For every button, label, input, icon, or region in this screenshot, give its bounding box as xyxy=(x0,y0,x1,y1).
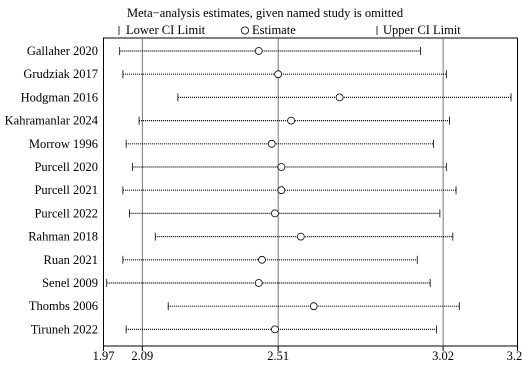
legend-estimate-label: Estimate xyxy=(252,23,296,37)
legend: Lower CI Limit Estimate Upper CI Limit xyxy=(118,23,461,37)
estimate-marker xyxy=(296,232,305,241)
study-label: Thombs 2006 xyxy=(29,299,98,313)
study-row xyxy=(132,163,447,171)
estimate-marker xyxy=(277,163,286,171)
study-row xyxy=(122,186,457,195)
study-label: Morrow 1996 xyxy=(29,137,98,151)
study-label: Hodgman 2016 xyxy=(21,90,98,104)
x-tick-label: 2.09 xyxy=(131,349,153,363)
reference-lines xyxy=(141,38,444,346)
estimate-marker xyxy=(277,186,286,195)
study-label: Ruan 2021 xyxy=(43,253,98,267)
x-tick-label: 1.97 xyxy=(93,349,115,363)
study-label: Grudziak 2017 xyxy=(23,67,98,81)
study-label: Kahramanlar 2024 xyxy=(5,114,99,128)
legend-estimate-marker xyxy=(240,26,249,35)
plot-frame xyxy=(103,37,518,347)
study-row xyxy=(119,47,421,55)
study-label: Purcell 2021 xyxy=(34,183,98,197)
x-tick-label: 2.51 xyxy=(267,349,289,363)
study-row xyxy=(122,70,447,79)
estimate-marker xyxy=(335,93,344,102)
ci-rows xyxy=(106,47,512,334)
study-row xyxy=(128,209,441,218)
study-label: Rahman 2018 xyxy=(28,230,98,244)
study-label: Senel 2009 xyxy=(42,276,98,290)
estimate-marker xyxy=(254,279,263,287)
estimate-marker xyxy=(267,139,276,148)
chart-title: Meta−analysis estimates, given named stu… xyxy=(127,6,404,20)
x-tick-label: 3.25 xyxy=(507,349,522,363)
study-row xyxy=(125,325,438,334)
legend-upper-label: Upper CI Limit xyxy=(383,23,461,37)
estimate-marker xyxy=(287,116,295,125)
estimate-marker xyxy=(271,209,279,218)
estimate-marker xyxy=(258,255,266,264)
study-label: Gallaher 2020 xyxy=(27,44,98,58)
study-row xyxy=(138,116,450,125)
study-row xyxy=(122,255,418,264)
estimate-marker xyxy=(254,47,263,55)
study-label: Purcell 2022 xyxy=(34,206,98,220)
study-row xyxy=(106,279,431,287)
legend-lower-label: Lower CI Limit xyxy=(126,23,206,37)
estimate-marker xyxy=(271,325,279,334)
study-label: Tiruneh 2022 xyxy=(31,322,98,336)
study-row xyxy=(177,93,512,102)
estimate-marker xyxy=(309,302,318,311)
study-row xyxy=(125,139,434,148)
study-labels: Gallaher 2020 Grudziak 2017 Hodgman 2016 Ka… xyxy=(5,44,99,336)
study-label: Purcell 2020 xyxy=(34,160,98,174)
study-row xyxy=(167,302,460,311)
x-tick-label: 3.02 xyxy=(432,349,454,363)
study-row xyxy=(154,232,454,241)
x-axis: 1.97 2.09 2.51 3.02 3.25 xyxy=(93,346,522,363)
estimate-marker xyxy=(274,70,283,79)
